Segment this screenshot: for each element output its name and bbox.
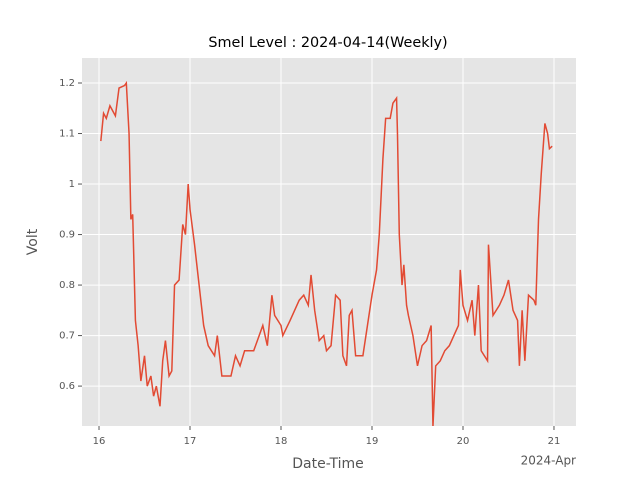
y-tick-label: 0.8 (59, 280, 75, 291)
x-tick-label: 17 (184, 436, 197, 447)
x-tick-label: 16 (93, 436, 106, 447)
y-tick-label: 0.6 (59, 381, 75, 392)
y-tick-label: 0.7 (59, 331, 75, 342)
y-axis-label: Volt (25, 228, 41, 255)
data-line (100, 80, 553, 426)
x-axis-label: Date-Time (292, 456, 364, 472)
x-tick-label: 18 (275, 436, 288, 447)
y-tick-label: 1.2 (59, 78, 75, 89)
x-offset-label: 2024-Apr (521, 454, 576, 468)
x-tick-label: 19 (366, 436, 379, 447)
y-tick-label: 0.9 (59, 230, 75, 241)
y-tick-label: 1.1 (59, 129, 75, 140)
y-tick-label: 1 (69, 179, 75, 190)
x-tick-label: 20 (457, 436, 470, 447)
chart-title: Smel Level : 2024-04-14(Weekly) (208, 35, 447, 51)
x-tick-label: 21 (548, 436, 561, 447)
plot-area (82, 58, 576, 426)
plot-clip-group (100, 80, 553, 426)
